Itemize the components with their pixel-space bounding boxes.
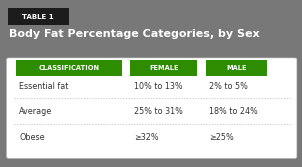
Text: ≥32%: ≥32% bbox=[134, 133, 159, 142]
Text: FEMALE: FEMALE bbox=[149, 65, 178, 71]
Text: 18% to 24%: 18% to 24% bbox=[209, 107, 258, 116]
Text: ≥25%: ≥25% bbox=[209, 133, 234, 142]
Text: Average: Average bbox=[19, 107, 52, 116]
Text: 25% to 31%: 25% to 31% bbox=[134, 107, 183, 116]
FancyBboxPatch shape bbox=[16, 60, 122, 76]
FancyBboxPatch shape bbox=[130, 60, 197, 76]
Text: TABLE 1: TABLE 1 bbox=[22, 14, 53, 20]
FancyBboxPatch shape bbox=[206, 60, 267, 76]
Text: MALE: MALE bbox=[226, 65, 246, 71]
FancyBboxPatch shape bbox=[7, 58, 297, 158]
Text: Body Fat Percentage Categories, by Sex: Body Fat Percentage Categories, by Sex bbox=[9, 29, 260, 39]
Text: 10% to 13%: 10% to 13% bbox=[134, 81, 182, 91]
Text: Essential fat: Essential fat bbox=[19, 81, 68, 91]
Text: Obese: Obese bbox=[19, 133, 45, 142]
Text: 2% to 5%: 2% to 5% bbox=[209, 81, 248, 91]
Text: CLASSIFICATION: CLASSIFICATION bbox=[38, 65, 99, 71]
FancyBboxPatch shape bbox=[8, 8, 69, 25]
